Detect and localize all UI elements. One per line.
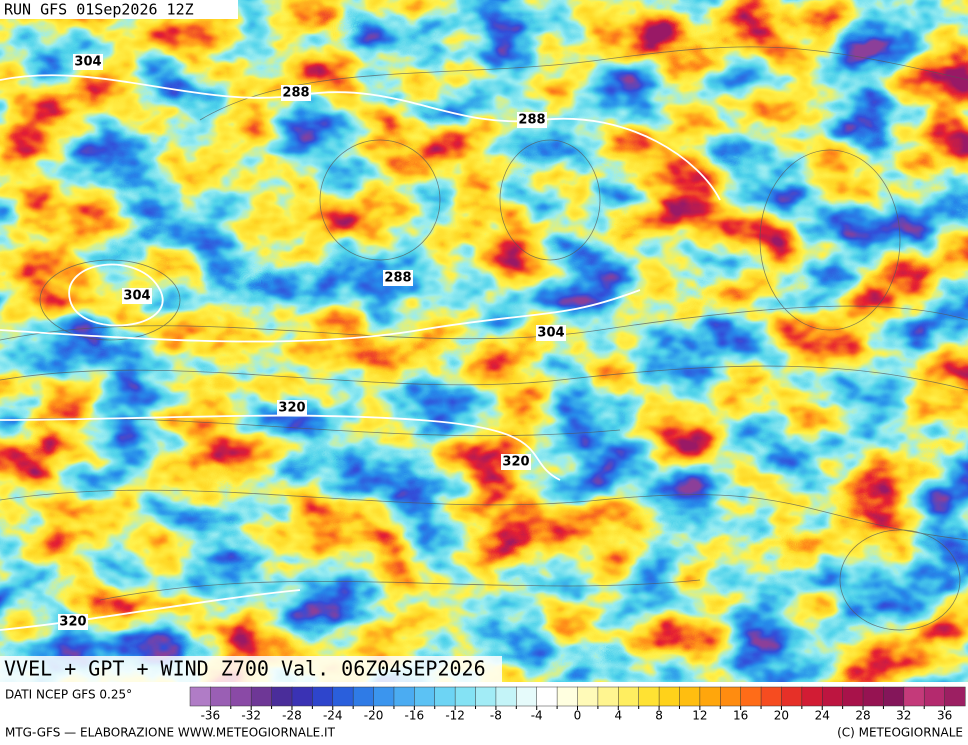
- colorbar-swatch: [577, 686, 599, 707]
- colorbar-swatch: [332, 686, 354, 707]
- footer-copyright: (C) METEOGIORNALE: [837, 726, 963, 740]
- colorbar-tick-label: 8: [655, 709, 663, 723]
- colorbar-swatch: [373, 686, 395, 707]
- contour-label: 304: [123, 289, 150, 304]
- contour-label-box: [536, 325, 566, 341]
- colorbar: -36 -32 -28 -24 -20 -16 -12 -8 -4 0 4 8 12 16 20 24 28 32…: [189, 686, 966, 723]
- colorbar-tick-label: -16: [405, 709, 425, 723]
- colorbar-tick-label: -8: [490, 709, 502, 723]
- colorbar-tick-label: 16: [733, 709, 748, 723]
- colorbar-swatch: [944, 686, 966, 707]
- contour-label: 304: [537, 326, 564, 341]
- colorbar-swatch: [352, 686, 375, 707]
- colorbar-swatch: [618, 686, 640, 707]
- contour-label: 320: [278, 401, 305, 416]
- colorbar-swatch: [658, 686, 681, 707]
- colorbar-swatch: [638, 686, 660, 707]
- colorbar-swatch: [516, 686, 538, 707]
- colorbar-tick-label: -32: [241, 709, 261, 723]
- colorbar-tick-label: 24: [815, 709, 830, 723]
- colorbar-swatch: [883, 686, 905, 707]
- colorbar-swatch: [903, 686, 925, 707]
- colorbar-swatch: [556, 686, 579, 707]
- contour-label-box: [73, 54, 103, 70]
- run-label-box: [0, 0, 238, 19]
- colorbar-swatch: [699, 686, 721, 707]
- colorbar-tick-label: 28: [855, 709, 870, 723]
- colorbar-swatch: [414, 686, 436, 707]
- colorbar-swatch: [291, 686, 313, 707]
- colorbar-swatch: [597, 686, 619, 707]
- colorbar-swatch: [862, 686, 884, 707]
- colorbar-swatch: [189, 686, 211, 707]
- colorbar-swatch: [250, 686, 273, 707]
- contour-lines: [0, 74, 721, 631]
- colorbar-swatch: [801, 686, 823, 707]
- colorbar-tick-label: -4: [531, 709, 543, 723]
- colorbar-tick-label: 12: [692, 709, 707, 723]
- colorbar-tick-label: -12: [445, 709, 465, 723]
- colorbar-swatch: [434, 686, 456, 707]
- colorbar-swatch: [536, 686, 558, 707]
- colorbar-tick-label: -36: [201, 709, 221, 723]
- contour-label: 288: [518, 113, 545, 128]
- contour-label: 304: [74, 55, 101, 70]
- contour-label: 288: [384, 271, 411, 286]
- colorbar-tick-label: 0: [574, 709, 582, 723]
- vvel-field: [0, 0, 968, 682]
- colorbar-swatch: [271, 686, 293, 707]
- colorbar-tick-label: 32: [896, 709, 911, 723]
- contour-label-box: [517, 112, 547, 128]
- title-box: [0, 656, 502, 682]
- colorbar-swatch: [842, 686, 864, 707]
- colorbar-tick-label: 20: [774, 709, 789, 723]
- colorbar-swatch: [312, 686, 334, 707]
- colorbar-swatch: [821, 686, 844, 707]
- map-area: 304 288 288 288 304 304 320 320 320 RUN GFS 01Se…: [0, 0, 968, 682]
- colorbar-swatch: [781, 686, 803, 707]
- map-title: VVEL + GPT + WIND Z700 Val. 06Z04SEP2026: [4, 657, 486, 681]
- contour-label-box: [58, 614, 88, 630]
- colorbar-swatch: [230, 686, 252, 707]
- contour-label-box: [281, 85, 311, 101]
- colorbar-tick-label: -28: [282, 709, 302, 723]
- colorbar-swatch: [923, 686, 946, 707]
- colorbar-swatch: [454, 686, 477, 707]
- run-label: RUN GFS 01Sep2026 12Z: [4, 1, 194, 19]
- contour-label-box: [501, 454, 531, 470]
- colorbar-swatch: [760, 686, 782, 707]
- colorbar-swatch: [495, 686, 517, 707]
- contour-label: 320: [502, 455, 529, 470]
- contour-label: 288: [282, 86, 309, 101]
- colorbar-tick-label: -24: [323, 709, 343, 723]
- colorbar-tick-label: 36: [937, 709, 952, 723]
- contour-label-box: [277, 400, 307, 416]
- colorbar-tick-label: 4: [614, 709, 622, 723]
- colorbar-swatch: [740, 686, 762, 707]
- colorbar-swatch: [679, 686, 701, 707]
- contour-labels: 304 288 288 288 304 304 320 320 320: [58, 54, 566, 630]
- colorbar-swatch: [393, 686, 415, 707]
- contour-label-box: [122, 288, 152, 304]
- contour-label-box: [383, 270, 413, 286]
- colorbar-swatch: [475, 686, 497, 707]
- colorbar-swatch: [720, 686, 742, 707]
- footer-credit: MTG-GFS — ELABORAZIONE WWW.METEOGIORNALE…: [5, 726, 336, 740]
- data-source: DATI NCEP GFS 0.25°: [5, 688, 132, 702]
- contour-label: 320: [59, 615, 86, 630]
- colorbar-swatch: [210, 686, 232, 707]
- colorbar-tick-label: -20: [364, 709, 384, 723]
